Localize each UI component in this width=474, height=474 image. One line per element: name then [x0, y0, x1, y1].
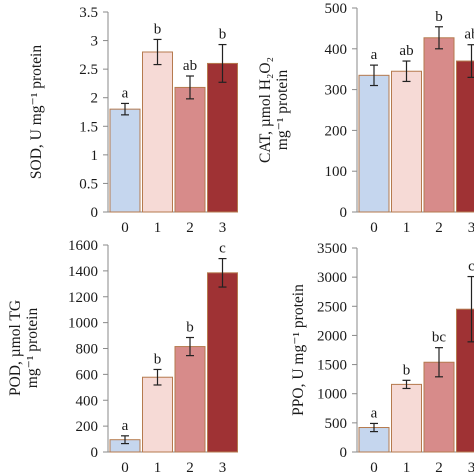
y-tick-label: 1000 [317, 387, 347, 403]
y-tick-label: 3.5 [79, 5, 98, 21]
y-tick-label: 2500 [317, 299, 347, 315]
significance-letter: c [468, 259, 474, 275]
ppo-chart: 0 500 1000 1500 2000 2500 3000 3500 a 0 b 1 bc 2 c 3 PPO… [290, 241, 474, 474]
y-tick-label: 400 [76, 393, 99, 409]
bar [456, 60, 474, 213]
y-tick-label: 1600 [68, 238, 98, 254]
bar [207, 62, 238, 213]
y-tick-label: 600 [76, 367, 99, 383]
y-tick-label: 2.5 [79, 62, 98, 78]
significance-letter: b [403, 362, 411, 378]
x-tick-label: 2 [186, 460, 194, 474]
significance-letter: ab [183, 58, 197, 74]
y-tick-label: 500 [325, 1, 348, 17]
significance-letter: c [219, 241, 226, 257]
y-tick-label: 1500 [317, 358, 347, 374]
y-axis-label: SOD, U mg⁻¹ protein [28, 45, 45, 179]
y-tick-label: 2 [91, 91, 99, 107]
x-tick-label: 0 [121, 220, 129, 236]
y-axis-label: CAT, µmol H₂O₂mg⁻¹ protein [257, 57, 291, 163]
y-tick-label: 500 [325, 416, 348, 432]
significance-letter: a [371, 47, 378, 63]
cat-chart: 0 100 200 300 400 500 a 0 ab 1 b 2 ab 3 CAT, µmol H₂O₂… [257, 1, 474, 236]
x-tick-label: 1 [403, 460, 411, 474]
y-tick-label: 0 [340, 205, 348, 221]
x-tick-label: 0 [121, 460, 129, 474]
y-tick-label: 0 [91, 445, 99, 461]
x-tick-label: 2 [435, 460, 443, 474]
significance-letter: ab [464, 27, 474, 43]
bar [174, 346, 206, 453]
y-tick-label: 0 [340, 445, 348, 461]
significance-letter: a [122, 418, 129, 434]
sod-chart: 0 0.5 1 1.5 2 2.5 3 3.5 a 0 b 1 ab 2 b 3 SOD, U mg⁻¹ pro… [28, 5, 238, 236]
significance-letter: bc [432, 330, 447, 346]
x-tick-label: 1 [154, 220, 162, 236]
y-tick-label: 1.5 [79, 119, 98, 135]
y-tick-label: 3 [91, 34, 99, 50]
y-tick-label: 2000 [317, 328, 347, 344]
y-axis-label-line: POD, µmol TG [7, 300, 24, 396]
significance-letter: a [371, 405, 378, 421]
significance-letter: b [435, 9, 443, 25]
y-tick-label: 100 [325, 164, 348, 180]
significance-letter: a [122, 85, 129, 101]
x-tick-label: 1 [403, 220, 411, 236]
x-tick-label: 3 [468, 220, 474, 236]
y-tick-label: 1400 [68, 264, 98, 280]
y-axis-label-line: mg⁻¹ protein [274, 70, 291, 151]
y-tick-label: 1 [91, 148, 99, 164]
y-axis-label-line: CAT, µmol H₂O₂ [257, 57, 274, 163]
y-axis-label-line: mg⁻¹ protein [24, 308, 41, 389]
x-tick-label: 1 [154, 460, 162, 474]
x-tick-label: 3 [219, 460, 227, 474]
bar [391, 383, 422, 453]
y-tick-label: 1200 [68, 290, 98, 306]
y-axis-label: PPO, U mg⁻¹ protein [290, 284, 307, 416]
x-tick-label: 2 [435, 220, 443, 236]
y-tick-label: 200 [325, 123, 348, 139]
x-tick-label: 3 [219, 220, 227, 236]
significance-letter: b [219, 27, 227, 43]
x-tick-label: 0 [370, 220, 378, 236]
y-axis-label-line: SOD, U mg⁻¹ protein [28, 45, 45, 179]
y-tick-label: 0 [91, 205, 99, 221]
bar [358, 74, 390, 213]
x-tick-label: 2 [186, 220, 194, 236]
y-tick-label: 300 [325, 83, 348, 99]
y-axis-label: POD, µmol TGmg⁻¹ protein [7, 300, 41, 396]
significance-letter: b [154, 351, 162, 367]
significance-letter: b [154, 21, 162, 37]
significance-letter: ab [399, 43, 413, 59]
bar [174, 86, 206, 213]
x-tick-label: 0 [370, 460, 378, 474]
y-tick-label: 0.5 [79, 176, 98, 192]
x-tick-label: 3 [468, 460, 474, 474]
y-tick-label: 3000 [317, 270, 347, 286]
bar [391, 70, 422, 213]
bar [142, 51, 173, 213]
y-tick-label: 800 [76, 342, 99, 358]
y-axis-label-line: PPO, U mg⁻¹ protein [290, 284, 307, 416]
significance-letter: b [186, 320, 194, 336]
y-tick-label: 200 [76, 419, 99, 435]
bar [207, 272, 238, 453]
bar [142, 376, 173, 453]
y-tick-label: 400 [325, 42, 348, 58]
pod-chart: 0 200 400 600 800 1000 1200 1400 1600 a 0 b 1 b 2 c 3 POD… [7, 238, 238, 474]
bar [109, 108, 141, 213]
y-tick-label: 3500 [317, 241, 347, 257]
bar [423, 37, 455, 213]
y-tick-label: 1000 [68, 316, 98, 332]
